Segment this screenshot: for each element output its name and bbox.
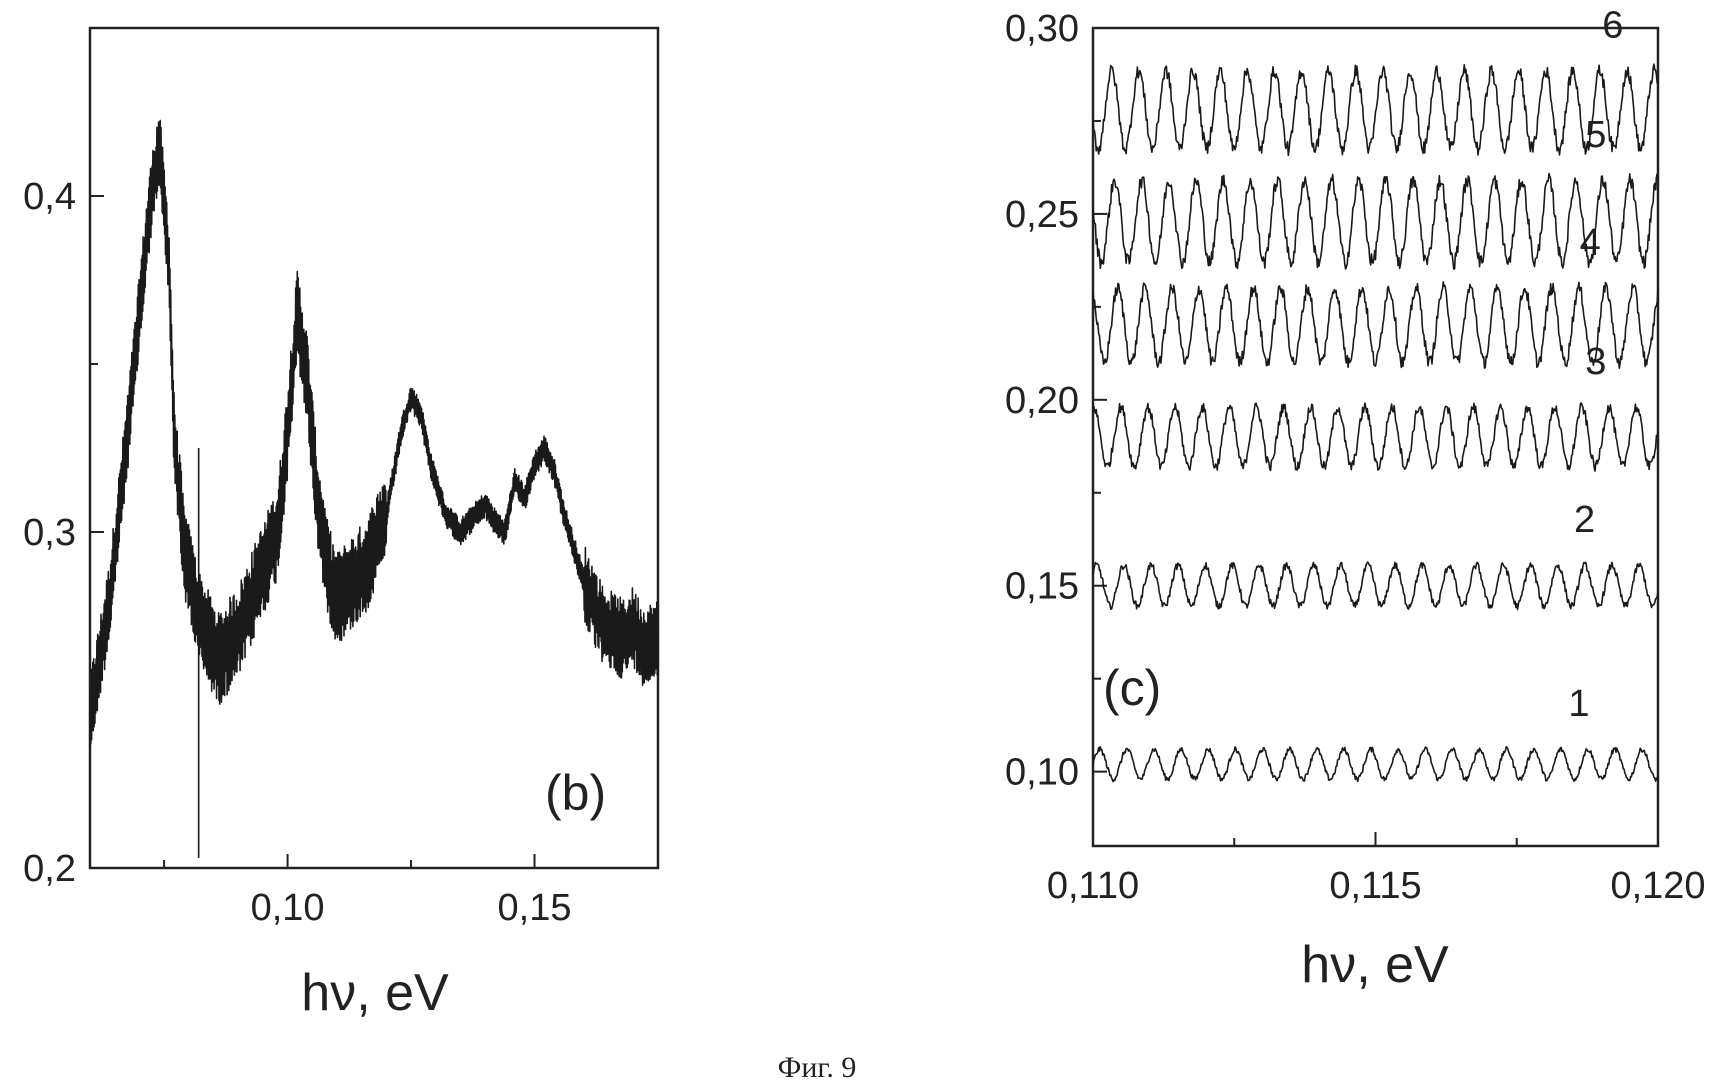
panel-b-x-axis-title: hν, eV bbox=[301, 964, 449, 1022]
series-label-6: 6 bbox=[1602, 4, 1623, 46]
y-tick-label: 0,25 bbox=[1005, 194, 1079, 236]
y-tick-label: 0,10 bbox=[1005, 752, 1079, 794]
y-tick-label: 0,2 bbox=[23, 848, 76, 890]
panel-c-x-axis-title: hν, eV bbox=[1301, 936, 1449, 994]
figure-caption: Фиг. 9 bbox=[778, 1051, 857, 1084]
panel-c: 0,1100,1150,1200,100,150,200,250,30 1234… bbox=[1005, 4, 1706, 994]
series-label-2: 2 bbox=[1574, 499, 1595, 541]
panel-c-series-3 bbox=[1093, 403, 1658, 471]
panel-b-label: (b) bbox=[545, 765, 606, 821]
y-tick-label: 0,4 bbox=[23, 176, 76, 218]
x-tick-label: 0,115 bbox=[1329, 865, 1421, 907]
panel-b-series bbox=[90, 120, 658, 748]
x-tick-label: 0,10 bbox=[251, 887, 325, 929]
panel-c-series-5 bbox=[1093, 174, 1658, 270]
y-tick-label: 0,3 bbox=[23, 512, 76, 554]
x-tick-label: 0,15 bbox=[498, 887, 572, 929]
x-tick-label: 0,120 bbox=[1610, 865, 1705, 907]
panel-c-series-6 bbox=[1093, 64, 1658, 155]
panel-c-series-1 bbox=[1093, 747, 1658, 782]
panel-c-label: (c) bbox=[1103, 660, 1161, 716]
panel-b: 0,10 0,15 0,2 0,3 0,4 (b) hν, eV bbox=[23, 28, 658, 1022]
y-tick-label: 0,20 bbox=[1005, 380, 1079, 422]
x-tick-label: 0,110 bbox=[1047, 865, 1139, 907]
panel-c-series-2 bbox=[1093, 562, 1658, 609]
y-tick-label: 0,30 bbox=[1005, 8, 1079, 50]
series-label-1: 1 bbox=[1568, 683, 1589, 725]
panel-c-series-4 bbox=[1093, 282, 1658, 368]
panel-c-series-group: 123456 bbox=[1093, 4, 1658, 781]
y-tick-label: 0,15 bbox=[1005, 566, 1079, 608]
